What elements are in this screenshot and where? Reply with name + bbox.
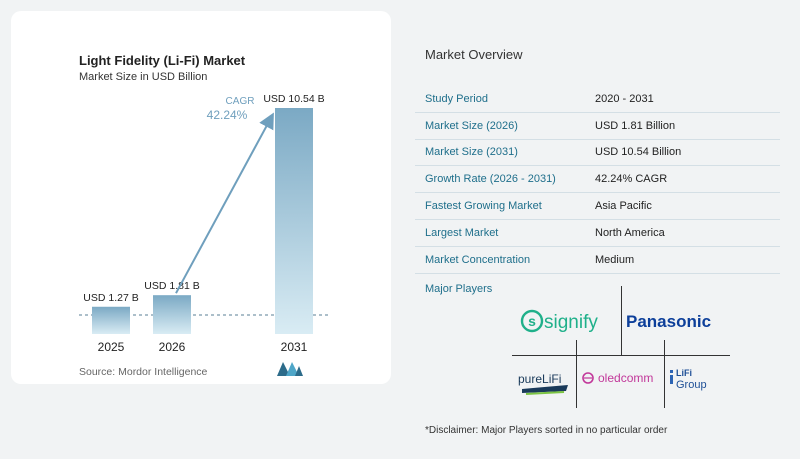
svg-text:pureLiFi: pureLiFi xyxy=(518,372,561,386)
svg-text:LiFi: LiFi xyxy=(676,368,692,378)
chart-card xyxy=(11,11,391,384)
row-value: 2020 - 2031 xyxy=(595,92,654,105)
overview-table: Study Period 2020 - 2031 Market Size (202… xyxy=(415,86,780,274)
svg-text:s: s xyxy=(528,313,536,329)
row-label: Study Period xyxy=(425,92,488,105)
overview-row: Market Concentration Medium xyxy=(415,247,780,274)
overview-row: Largest Market North America xyxy=(415,220,780,247)
data-label-2031: USD 10.54 B xyxy=(263,93,324,105)
cagr-arrow xyxy=(175,112,274,294)
svg-text:Panasonic: Panasonic xyxy=(626,312,711,331)
row-label: Market Size (2031) xyxy=(425,146,518,159)
overview-row: Market Size (2031) USD 10.54 Billion xyxy=(415,140,780,167)
row-label: Fastest Growing Market xyxy=(425,200,542,213)
lifi-group-logo: LiFi Group xyxy=(670,368,707,391)
svg-text:oledcomm: oledcomm xyxy=(598,371,653,385)
svg-text:signify: signify xyxy=(544,312,598,333)
overview-row: Fastest Growing Market Asia Pacific xyxy=(415,193,780,220)
row-value: 42.24% CAGR xyxy=(595,173,668,186)
svg-text:Group: Group xyxy=(676,379,707,391)
grid-divider xyxy=(664,340,665,408)
row-value: Medium xyxy=(595,253,635,266)
x-tick-2026: 2026 xyxy=(159,340,186,354)
row-label: Largest Market xyxy=(425,226,499,239)
disclaimer: *Disclaimer: Major Players sorted in no … xyxy=(425,425,668,436)
players-title: Major Players xyxy=(425,283,493,295)
overview-row: Study Period 2020 - 2031 xyxy=(415,86,780,113)
grid-divider xyxy=(512,355,730,356)
bar-chart: USD 1.27 B 2025 USD 1.81 B 2026 USD 10.54 B 2… xyxy=(79,93,330,354)
cagr-label: CAGR xyxy=(226,96,255,107)
row-label: Growth Rate (2026 - 2031) xyxy=(425,173,556,186)
row-label: Market Size (2026) xyxy=(425,119,518,132)
row-value: USD 1.81 Billion xyxy=(595,119,676,132)
x-tick-2025: 2025 xyxy=(98,340,125,354)
source-text: Source: Mordor Intelligence xyxy=(79,366,208,378)
overview-row: Growth Rate (2026 - 2031) 42.24% CAGR xyxy=(415,166,780,194)
purelifi-logo: pureLiFi xyxy=(518,372,568,395)
data-label-2026: USD 1.81 B xyxy=(144,280,199,292)
grid-divider xyxy=(576,340,577,408)
data-label-2025: USD 1.27 B xyxy=(83,292,138,304)
bar-2025 xyxy=(92,306,130,334)
grid-divider xyxy=(621,286,622,355)
x-tick-2031: 2031 xyxy=(281,340,308,354)
oledcomm-logo: oledcomm xyxy=(582,371,653,385)
bar-2031 xyxy=(275,108,313,334)
row-label: Market Concentration xyxy=(425,253,531,266)
panasonic-logo: Panasonic xyxy=(626,312,711,331)
row-value: Asia Pacific xyxy=(595,200,652,213)
cagr-value: 42.24% xyxy=(207,108,248,122)
signify-logo: s signify xyxy=(520,309,598,333)
overview-row: Market Size (2026) USD 1.81 Billion xyxy=(415,113,780,140)
row-value: USD 10.54 Billion xyxy=(595,146,682,159)
mordor-logo-icon xyxy=(277,362,303,376)
bar-2026 xyxy=(153,295,191,334)
overview-title: Market Overview xyxy=(425,47,523,62)
chart-title: Light Fidelity (Li-Fi) Market xyxy=(79,53,246,68)
row-value: North America xyxy=(595,226,665,239)
chart-subtitle: Market Size in USD Billion xyxy=(79,71,208,83)
